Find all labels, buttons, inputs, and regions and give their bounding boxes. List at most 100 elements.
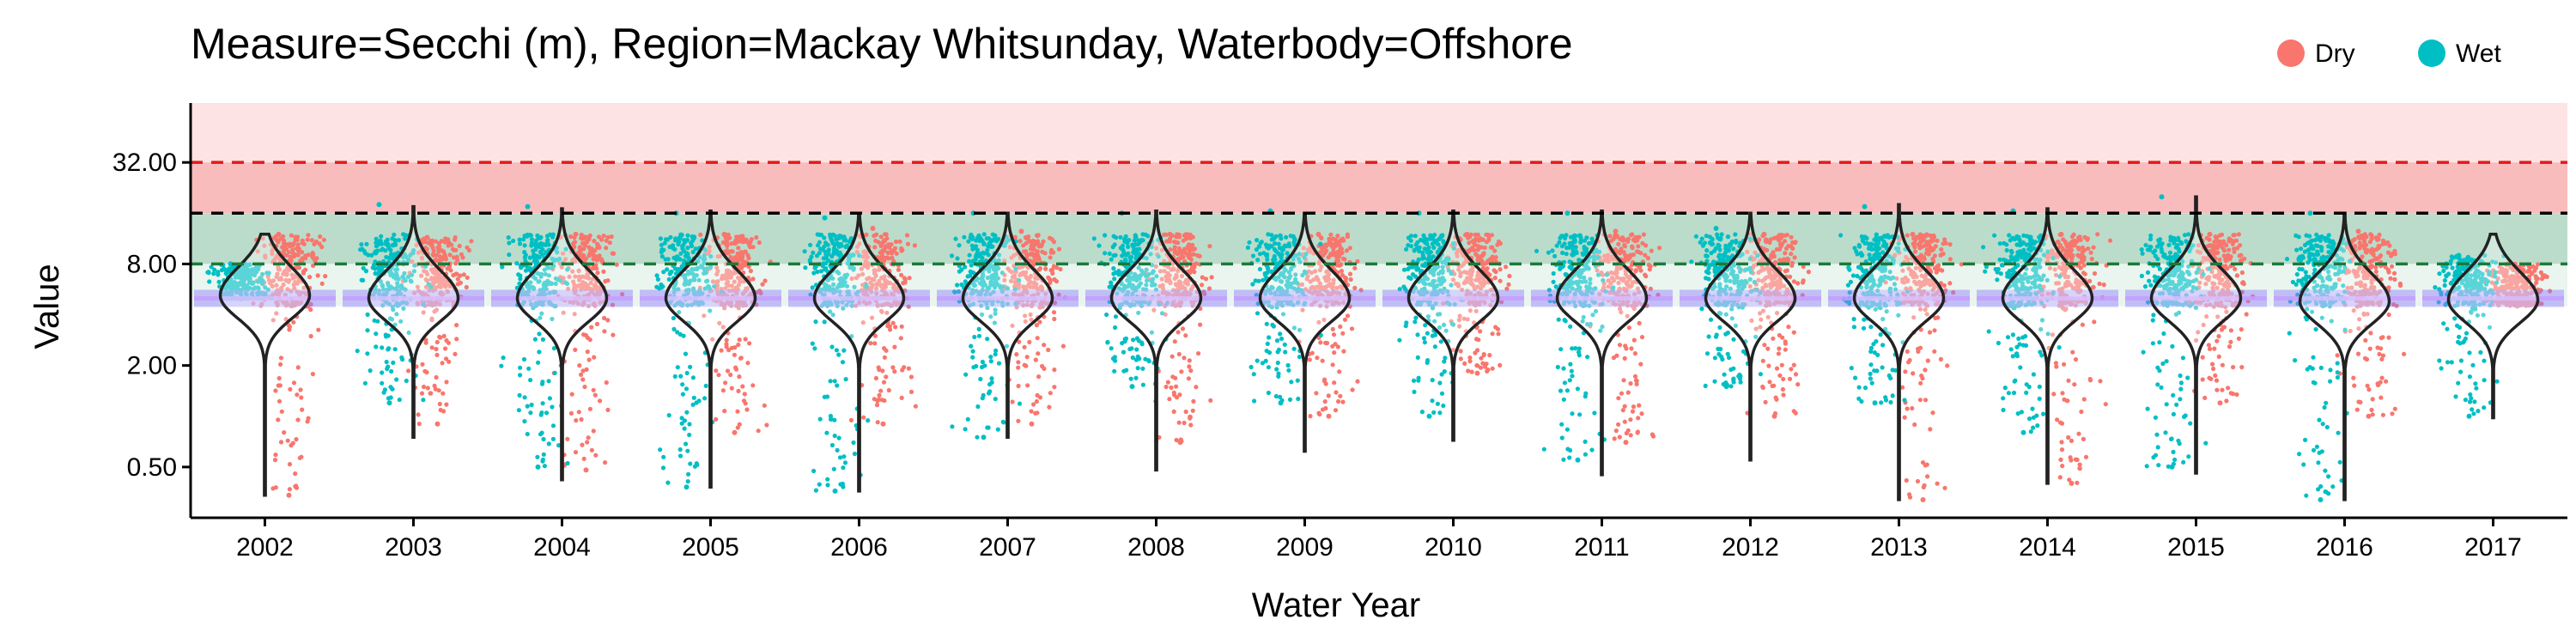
data-point-wet xyxy=(866,418,871,423)
data-point-dry xyxy=(912,243,917,248)
data-point-wet xyxy=(658,236,664,241)
data-point-dry xyxy=(1191,398,1196,404)
data-point-dry xyxy=(1636,244,1641,249)
data-point-dry xyxy=(868,341,873,346)
data-point-wet xyxy=(1273,393,1279,399)
data-point-dry xyxy=(1190,408,1195,413)
data-point-dry xyxy=(1624,255,1629,260)
data-point-dry xyxy=(1342,257,1347,262)
data-point-dry xyxy=(434,300,439,305)
data-point-dry xyxy=(729,386,734,391)
data-point-dry xyxy=(314,256,319,261)
data-point-wet xyxy=(1278,331,1283,337)
data-point-wet xyxy=(552,370,557,375)
data-point-wet xyxy=(1408,238,1413,243)
data-point-dry xyxy=(310,251,315,256)
data-point-dry xyxy=(586,435,591,440)
data-point-dry xyxy=(1167,231,1173,237)
data-point-dry xyxy=(421,384,427,390)
data-point-dry xyxy=(310,372,315,377)
data-point-dry xyxy=(1016,383,1021,389)
data-point-dry xyxy=(1490,366,1495,371)
data-point-dry xyxy=(291,319,296,325)
data-point-wet xyxy=(1442,369,1447,374)
data-point-dry xyxy=(1052,385,1057,390)
data-point-wet xyxy=(1408,244,1414,249)
data-point-wet xyxy=(970,349,975,354)
data-point-wet xyxy=(1431,410,1437,415)
data-point-wet xyxy=(684,370,690,376)
data-point-wet xyxy=(809,254,814,259)
data-point-dry xyxy=(434,374,439,380)
data-point-dry xyxy=(589,325,594,330)
data-point-dry xyxy=(1179,250,1184,255)
data-point-dry xyxy=(580,442,585,447)
data-point-dry xyxy=(1052,368,1057,373)
data-point-wet xyxy=(837,455,843,460)
data-point-dry xyxy=(579,236,584,241)
data-point-dry xyxy=(461,272,466,277)
data-point-dry xyxy=(1168,247,1173,252)
data-point-dry xyxy=(1507,273,1512,279)
data-point-dry xyxy=(890,365,896,370)
data-point-dry xyxy=(732,352,738,357)
data-point-wet xyxy=(829,239,835,244)
data-point-wet xyxy=(1118,234,1123,240)
data-point-dry xyxy=(276,276,282,282)
data-point-wet xyxy=(1415,355,1420,360)
data-point-dry xyxy=(722,409,727,414)
data-point-dry xyxy=(1338,393,1343,398)
data-point-dry xyxy=(1643,272,1648,277)
data-point-dry xyxy=(441,333,447,338)
data-point-wet xyxy=(1285,362,1291,368)
data-point-dry xyxy=(1616,396,1621,401)
data-point-dry xyxy=(292,286,297,291)
data-point-wet xyxy=(1127,238,1132,243)
data-point-wet xyxy=(545,237,550,243)
data-point-wet xyxy=(1113,314,1119,319)
data-point-wet xyxy=(523,252,528,258)
data-point-wet xyxy=(682,238,687,243)
data-point-dry xyxy=(714,416,719,422)
data-point-wet xyxy=(1128,376,1133,381)
data-point-wet xyxy=(828,232,833,237)
data-point-dry xyxy=(1180,326,1186,331)
data-point-dry xyxy=(756,240,762,246)
data-point-dry xyxy=(278,258,283,264)
data-point-dry xyxy=(281,271,286,276)
data-point-dry xyxy=(1504,264,1509,270)
data-point-dry xyxy=(1040,249,1045,254)
data-point-dry xyxy=(1466,368,1471,374)
data-point-wet xyxy=(841,484,846,489)
data-point-wet xyxy=(222,266,227,271)
data-point-wet xyxy=(1135,366,1140,371)
data-point-dry xyxy=(424,234,430,240)
data-point-dry xyxy=(1326,255,1331,260)
data-point-dry xyxy=(265,274,270,279)
data-point-dry xyxy=(880,240,885,246)
data-point-dry xyxy=(287,462,293,467)
data-point-wet xyxy=(986,425,991,430)
data-point-wet xyxy=(667,271,672,276)
data-point-wet xyxy=(1423,236,1428,241)
data-point-dry xyxy=(724,337,729,343)
data-point-wet xyxy=(1121,368,1127,374)
data-point-dry xyxy=(1176,232,1182,237)
data-point-wet xyxy=(986,252,991,258)
data-point-dry xyxy=(270,318,276,323)
data-point-dry xyxy=(737,257,742,262)
data-point-wet xyxy=(685,233,690,238)
data-point-wet xyxy=(662,240,667,246)
data-point-dry xyxy=(422,239,428,244)
data-point-wet xyxy=(528,410,533,416)
data-point-dry xyxy=(1473,337,1479,342)
data-point-dry xyxy=(1342,317,1348,322)
data-point-dry xyxy=(890,320,896,325)
data-point-wet xyxy=(525,204,531,210)
data-point-wet xyxy=(836,244,841,249)
data-point-dry xyxy=(432,309,437,314)
data-point-dry xyxy=(1626,325,1631,331)
data-point-wet xyxy=(1265,257,1270,262)
data-point-dry xyxy=(764,422,769,428)
